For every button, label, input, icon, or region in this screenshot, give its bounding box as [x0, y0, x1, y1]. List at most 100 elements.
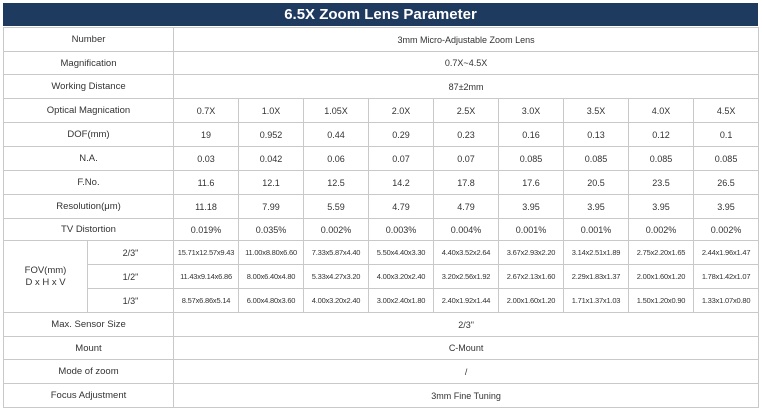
fov-cell: 1.50x1.20x0.90: [628, 288, 695, 313]
na-cell: 0.03: [173, 146, 240, 171]
fov-cell: 8.57x6.86x5.14: [173, 288, 240, 313]
tv-distortion-label: TV Distortion: [2, 218, 175, 241]
fov-row: FOV(mm) D x H x V 2/3" 15.71x12.57x9.43 11.0…: [3, 240, 760, 313]
magnification-value: 0.7X~4.5X: [173, 51, 760, 75]
fno-cell: 14.2: [368, 170, 435, 195]
parameter-table: Number 3mm Micro-Adjustable Zoom Lens Magn…: [2, 27, 760, 408]
fov-cell: 2.67x2.13x1.60: [498, 264, 565, 289]
resolution-row: Resolution(μm) 11.18 7.99 5.59 4.79 4.79 3.95 3…: [2, 194, 760, 219]
fno-cell: 17.8: [433, 170, 500, 195]
fov-cell: 2.75x2.20x1.65: [628, 240, 695, 265]
tv-distortion-cell: 0.002%: [628, 218, 695, 241]
max-sensor-size-row: Max. Sensor Size 2/3": [2, 312, 760, 337]
resolution-cell: 4.79: [433, 194, 500, 219]
na-cell: 0.07: [368, 146, 435, 171]
fov-row: 1/2" 11.43x9.14x6.86 8.00x6.40x4.80 5.33x4.…: [4, 264, 760, 289]
fno-row: F.No. 11.6 12.1 12.5 14.2 17.8 17.6 20.5 23.5 26.…: [2, 170, 760, 195]
tv-distortion-cell: 0.004%: [433, 218, 500, 241]
mode-of-zoom-row: Mode of zoom /: [2, 359, 760, 384]
tv-distortion-cell: 0.001%: [563, 218, 630, 241]
optical-magnification-cell: 0.7X: [173, 98, 240, 123]
fov-row: 1/3" 8.57x6.86x5.14 6.00x4.80x3.60 4.00x3.2…: [4, 288, 760, 313]
dof-label: DOF(mm): [2, 122, 175, 147]
number-label: Number: [2, 27, 175, 52]
tv-distortion-cell: 0.001%: [498, 218, 565, 241]
fov-cell: 2.40x1.92x1.44: [433, 288, 500, 313]
mount-row: Mount C-Mount: [2, 336, 760, 360]
resolution-cell: 11.18: [173, 194, 240, 219]
fno-cell: 12.1: [238, 170, 305, 195]
table-title: 6.5X Zoom Lens Parameter: [3, 3, 758, 26]
fov-cell: 6.00x4.80x3.60: [238, 288, 305, 313]
resolution-cell: 3.95: [628, 194, 695, 219]
tv-distortion-cell: 0.002%: [693, 218, 760, 241]
fov-sensor-size: 1/2": [86, 264, 175, 289]
fov-sensor-size: 2/3": [86, 240, 175, 265]
optical-magnification-cell: 3.0X: [498, 98, 565, 123]
na-cell: 0.085: [628, 146, 695, 171]
optical-magnification-cell: 2.0X: [368, 98, 435, 123]
fov-cell: 4.00x3.20x2.40: [368, 264, 435, 289]
na-cell: 0.042: [238, 146, 305, 171]
na-cell: 0.085: [498, 146, 565, 171]
fov-cell: 8.00x6.40x4.80: [238, 264, 305, 289]
working-distance-value: 87±2mm: [173, 74, 760, 99]
dof-cell: 0.23: [433, 122, 500, 147]
dof-cell: 0.29: [368, 122, 435, 147]
fov-cell: 4.40x3.52x2.64: [433, 240, 500, 265]
mount-value: C-Mount: [173, 336, 760, 360]
na-cell: 0.085: [563, 146, 630, 171]
working-distance-row: Working Distance 87±2mm: [2, 74, 760, 99]
dof-cell: 19: [173, 122, 240, 147]
resolution-label: Resolution(μm): [2, 194, 175, 219]
magnification-label: Magnification: [2, 51, 175, 75]
max-sensor-size-value: 2/3": [173, 312, 760, 337]
optical-magnification-row: Optical Magnication 0.7X 1.0X 1.05X 2.0X 2.5X…: [2, 98, 760, 123]
dof-cell: 0.16: [498, 122, 565, 147]
dof-cell: 0.13: [563, 122, 630, 147]
fov-cell: 4.00x3.20x2.40: [303, 288, 370, 313]
fov-cell: 15.71x12.57x9.43: [173, 240, 240, 265]
magnification-row: Magnification 0.7X~4.5X: [2, 51, 760, 75]
dof-row: DOF(mm) 19 0.952 0.44 0.29 0.23 0.16 0.13 0.12 0.…: [2, 122, 760, 147]
fno-cell: 20.5: [563, 170, 630, 195]
optical-magnification-cell: 1.05X: [303, 98, 370, 123]
number-value: 3mm Micro-Adjustable Zoom Lens: [173, 27, 760, 52]
na-label: N.A.: [2, 146, 175, 171]
optical-magnification-label: Optical Magnication: [2, 98, 175, 123]
fov-cell: 2.29x1.83x1.37: [563, 264, 630, 289]
dof-cell: 0.952: [238, 122, 305, 147]
focus-adjustment-label: Focus Adjustment: [2, 383, 175, 408]
fov-cell: 11.43x9.14x6.86: [173, 264, 240, 289]
optical-magnification-cell: 4.0X: [628, 98, 695, 123]
fov-cell: 3.00x2.40x1.80: [368, 288, 435, 313]
fov-label-line1: FOV(mm): [24, 264, 67, 276]
dof-cell: 0.44: [303, 122, 370, 147]
optical-magnification-cell: 2.5X: [433, 98, 500, 123]
fno-cell: 12.5: [303, 170, 370, 195]
tv-distortion-row: TV Distortion 0.019% 0.035% 0.002% 0.003% 0.0…: [2, 218, 760, 241]
fov-cell: 1.71x1.37x1.03: [563, 288, 630, 313]
fno-cell: 17.6: [498, 170, 565, 195]
resolution-cell: 3.95: [498, 194, 565, 219]
fno-cell: 23.5: [628, 170, 695, 195]
focus-adjustment-row: Focus Adjustment 3mm Fine Tuning: [2, 383, 760, 408]
fov-cell: 2.00x1.60x1.20: [498, 288, 565, 313]
mode-of-zoom-value: /: [173, 359, 760, 384]
na-row: N.A. 0.03 0.042 0.06 0.07 0.07 0.085 0.085 0.085…: [2, 146, 760, 171]
fov-cell: 5.50x4.40x3.30: [368, 240, 435, 265]
tv-distortion-cell: 0.002%: [303, 218, 370, 241]
fov-cell: 2.00x1.60x1.20: [628, 264, 695, 289]
resolution-cell: 5.59: [303, 194, 370, 219]
fov-cell: 11.00x8.80x6.60: [238, 240, 305, 265]
fov-cell: 1.78x1.42x1.07: [693, 264, 760, 289]
fov-cell: 5.33x4.27x3.20: [303, 264, 370, 289]
mode-of-zoom-label: Mode of zoom: [2, 359, 175, 384]
fno-cell: 11.6: [173, 170, 240, 195]
na-cell: 0.07: [433, 146, 500, 171]
na-cell: 0.085: [693, 146, 760, 171]
fov-cell: 2.44x1.96x1.47: [693, 240, 760, 265]
fno-cell: 26.5: [693, 170, 760, 195]
optical-magnification-cell: 4.5X: [693, 98, 760, 123]
mount-label: Mount: [2, 336, 175, 360]
